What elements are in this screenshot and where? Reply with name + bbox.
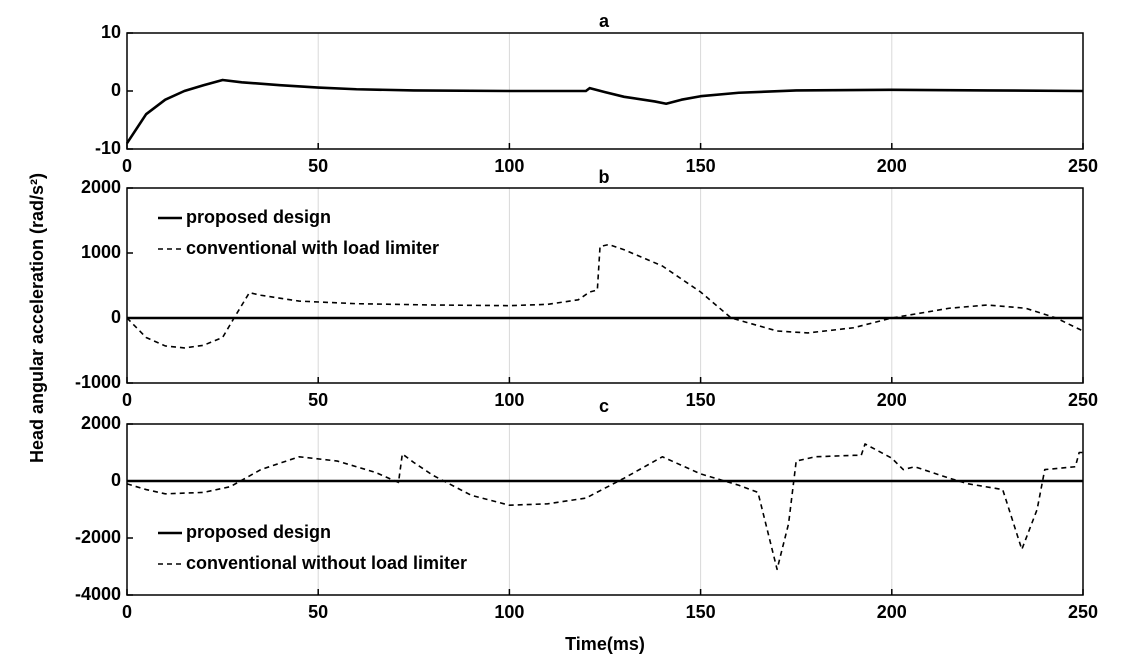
legend-label: proposed design	[186, 522, 331, 542]
series-line	[126, 243, 1084, 349]
plot-frame	[126, 423, 1084, 596]
x-tick-label: 50	[308, 602, 328, 622]
x-tick-label: 100	[494, 390, 524, 410]
x-tick-label: 200	[877, 602, 907, 622]
x-tick-label: 50	[308, 156, 328, 176]
series-line	[125, 78, 1084, 144]
x-tick-label: 150	[686, 602, 716, 622]
y-tick-label: 2000	[81, 413, 121, 433]
x-tick-label: 0	[122, 156, 132, 176]
x-tick-label: 250	[1068, 156, 1098, 176]
subplot-title: a	[599, 11, 610, 31]
legend-label: conventional with load limiter	[186, 238, 439, 258]
x-tick-label: 150	[686, 156, 716, 176]
x-tick-label: 200	[877, 156, 907, 176]
legend-label: proposed design	[186, 207, 331, 227]
y-tick-label: -10	[95, 138, 121, 158]
x-axis-label: Time(ms)	[565, 634, 645, 654]
y-tick-label: -4000	[75, 584, 121, 604]
y-tick-label: -2000	[75, 527, 121, 547]
subplot-title: b	[599, 167, 610, 187]
y-axis-label: Head angular acceleration (rad/s²)	[27, 173, 47, 463]
x-tick-label: 0	[122, 602, 132, 622]
y-tick-label: 2000	[81, 177, 121, 197]
x-tick-label: 250	[1068, 602, 1098, 622]
x-tick-label: 100	[494, 602, 524, 622]
y-tick-label: 1000	[81, 242, 121, 262]
plot-frame	[126, 187, 1084, 384]
y-tick-label: 0	[111, 470, 121, 490]
x-tick-label: 250	[1068, 390, 1098, 410]
series-line	[126, 443, 1083, 571]
x-tick-label: 200	[877, 390, 907, 410]
legend-label: conventional without load limiter	[186, 553, 467, 573]
x-tick-label: 150	[686, 390, 716, 410]
x-tick-label: 0	[122, 390, 132, 410]
y-tick-label: 0	[111, 307, 121, 327]
y-tick-label: 0	[111, 80, 121, 100]
x-tick-label: 100	[494, 156, 524, 176]
y-tick-label: 10	[101, 22, 121, 42]
y-tick-label: -1000	[75, 372, 121, 392]
subplot-title: c	[599, 396, 609, 416]
x-tick-label: 50	[308, 390, 328, 410]
